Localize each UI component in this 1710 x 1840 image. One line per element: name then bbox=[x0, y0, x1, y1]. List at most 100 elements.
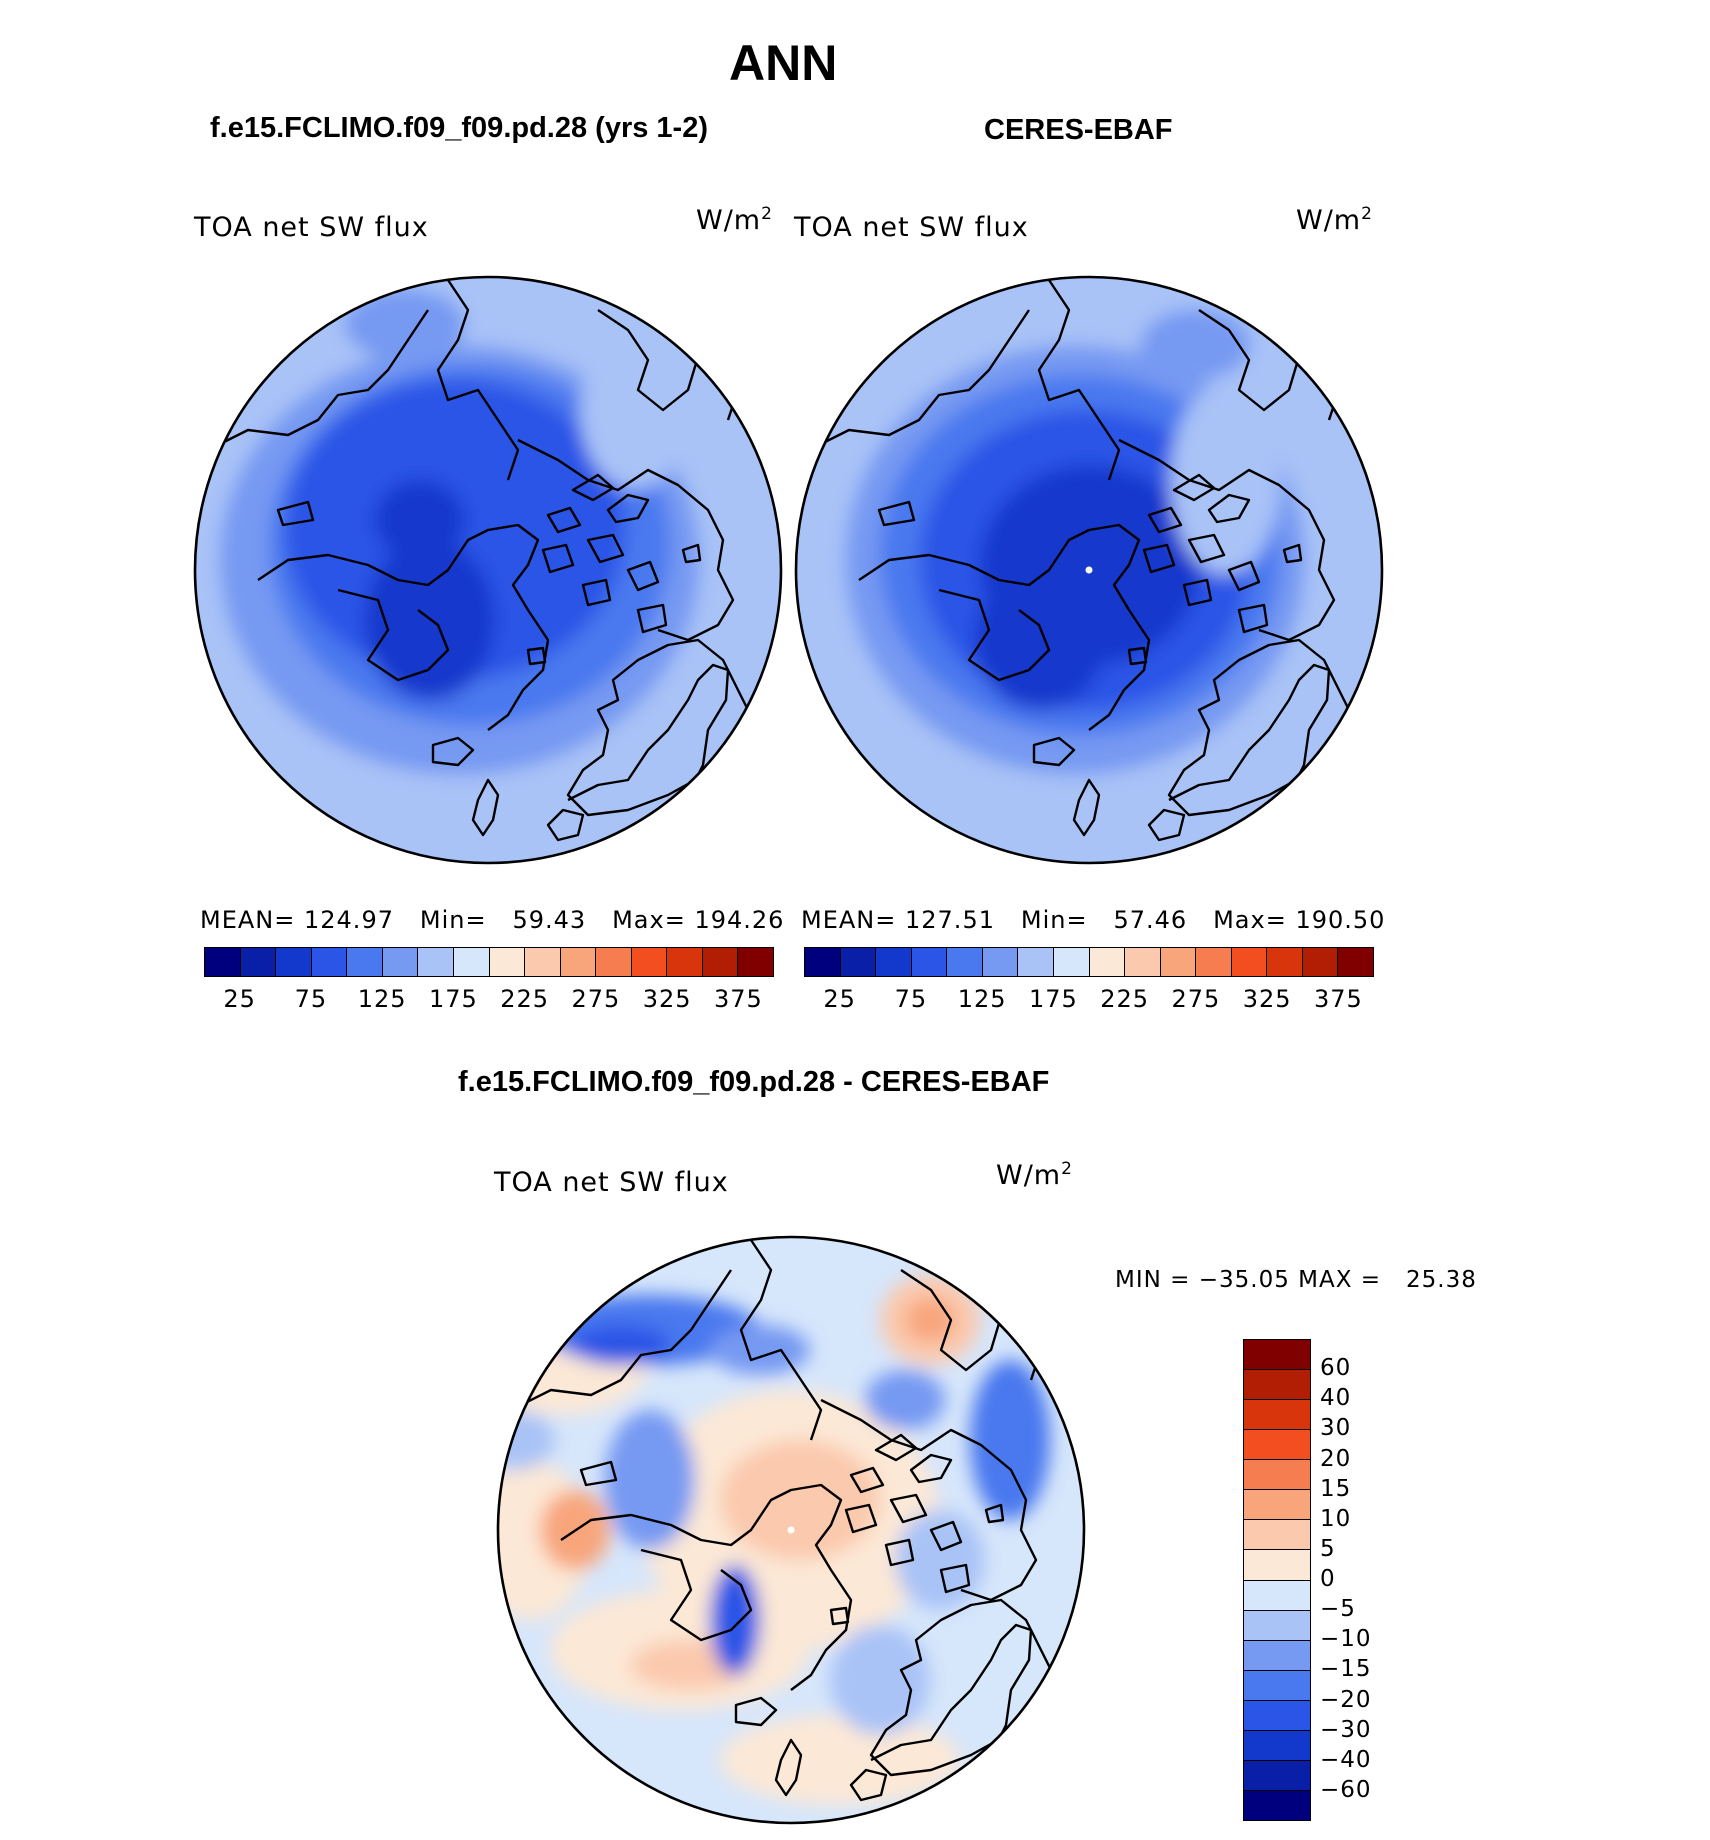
difference-map bbox=[498, 1237, 1084, 1823]
colorbar-swatch bbox=[311, 948, 348, 976]
colorbar-tick-label: 20 bbox=[1320, 1445, 1352, 1472]
colorbar-swatch bbox=[1244, 1430, 1310, 1461]
panel-2-heading: CERES-EBAF bbox=[984, 114, 1173, 146]
colorbar-tick-label: 275 bbox=[1171, 985, 1221, 1013]
difference-heading: f.e15.FCLIMO.f09_f09.pd.28 - CERES-EBAF bbox=[458, 1066, 1050, 1098]
colorbar-swatch bbox=[240, 948, 277, 976]
colorbar-tick-label: −20 bbox=[1320, 1686, 1372, 1713]
colorbar-swatch bbox=[667, 948, 703, 976]
colorbar-swatch bbox=[1244, 1490, 1310, 1521]
colorbar-tick-label: 30 bbox=[1320, 1415, 1352, 1442]
colorbar-swatch bbox=[560, 948, 597, 976]
panel-1-units-label: W/m2 bbox=[696, 204, 773, 236]
colorbar-tick-label: 375 bbox=[1313, 985, 1363, 1013]
colorbar-swatch bbox=[1244, 1370, 1310, 1401]
panel-2-stats: MEAN= 127.51 Min= 57.46 Max= 190.50 bbox=[801, 906, 1386, 934]
colorbar-swatch bbox=[453, 948, 490, 976]
colorbar-tick-label: 25 bbox=[223, 985, 256, 1013]
colorbar-tick-label: 15 bbox=[1320, 1475, 1352, 1502]
panel-2-map-border bbox=[794, 275, 1384, 865]
colorbar-tick-label: 275 bbox=[571, 985, 621, 1013]
colorbar-tick-label: 375 bbox=[713, 985, 763, 1013]
colorbar-tick-label: 0 bbox=[1320, 1566, 1336, 1592]
colorbar-swatch bbox=[840, 948, 877, 976]
colorbar-swatch bbox=[1244, 1790, 1310, 1820]
colorbar-swatch bbox=[1018, 948, 1054, 976]
colorbar-swatch bbox=[1244, 1520, 1310, 1551]
colorbar-swatch bbox=[1267, 948, 1303, 976]
colorbar-tick-label: 125 bbox=[957, 985, 1007, 1013]
colorbar-swatch bbox=[876, 948, 912, 976]
colorbar-swatch bbox=[982, 948, 1019, 976]
colorbar-swatch bbox=[1244, 1730, 1310, 1761]
colorbar-swatch bbox=[911, 948, 948, 976]
panel-2-colorbar bbox=[804, 947, 1374, 977]
colorbar-swatch bbox=[1244, 1610, 1310, 1641]
colorbar-swatch bbox=[382, 948, 419, 976]
difference-pole-marker bbox=[787, 1526, 795, 1534]
colorbar-swatch bbox=[1231, 948, 1268, 976]
colorbar-swatch bbox=[1196, 948, 1232, 976]
colorbar-swatch bbox=[1244, 1640, 1310, 1671]
colorbar-swatch bbox=[1302, 948, 1339, 976]
colorbar-swatch bbox=[1125, 948, 1161, 976]
colorbar-swatch bbox=[489, 948, 526, 976]
colorbar-swatch bbox=[205, 948, 241, 976]
colorbar-tick-label: −5 bbox=[1320, 1596, 1356, 1623]
colorbar-tick-label: −15 bbox=[1320, 1656, 1372, 1683]
colorbar-swatch bbox=[1089, 948, 1126, 976]
difference-range-text: MIN = −35.05 MAX = 25.38 bbox=[1115, 1267, 1477, 1293]
colorbar-swatch bbox=[1244, 1400, 1310, 1431]
colorbar-tick-label: 125 bbox=[357, 985, 407, 1013]
panel-1-map bbox=[195, 277, 781, 863]
colorbar-tick-label: 60 bbox=[1320, 1355, 1352, 1382]
colorbar-swatch bbox=[596, 948, 632, 976]
colorbar-tick-label: 225 bbox=[1100, 985, 1150, 1013]
colorbar-swatch bbox=[738, 948, 773, 976]
colorbar-tick-label: 10 bbox=[1320, 1505, 1352, 1532]
colorbar-tick-label: 25 bbox=[823, 985, 856, 1013]
colorbar-tick-label: 40 bbox=[1320, 1385, 1352, 1412]
colorbar-swatch bbox=[805, 948, 841, 976]
colorbar-swatch bbox=[1244, 1550, 1310, 1581]
panel-1-map-border bbox=[193, 275, 783, 865]
colorbar-swatch bbox=[1160, 948, 1197, 976]
colorbar-swatch bbox=[1244, 1580, 1310, 1611]
panel-1-colorbar bbox=[204, 947, 774, 977]
colorbar-swatch bbox=[1244, 1670, 1310, 1701]
colorbar-swatch bbox=[347, 948, 383, 976]
colorbar-tick-label: 75 bbox=[294, 985, 328, 1013]
colorbar-tick-label: 325 bbox=[1242, 985, 1292, 1013]
colorbar-tick-label: 5 bbox=[1320, 1535, 1336, 1562]
colorbar-swatch bbox=[1338, 948, 1373, 976]
colorbar-swatch bbox=[702, 948, 739, 976]
colorbar-swatch bbox=[418, 948, 454, 976]
colorbar-swatch bbox=[1244, 1700, 1310, 1731]
colorbar-tick-label: −30 bbox=[1320, 1716, 1372, 1743]
panel-1-variable-label: TOA net SW flux bbox=[194, 212, 429, 243]
difference-variable-label: TOA net SW flux bbox=[494, 1167, 729, 1198]
colorbar-tick-label: 175 bbox=[1028, 985, 1078, 1013]
colorbar-swatch bbox=[1244, 1460, 1310, 1491]
colorbar-swatch bbox=[525, 948, 561, 976]
colorbar-swatch bbox=[276, 948, 312, 976]
panel-1-heading: f.e15.FCLIMO.f09_f09.pd.28 (yrs 1-2) bbox=[210, 112, 708, 144]
difference-map-border bbox=[496, 1235, 1086, 1825]
figure-title: ANN bbox=[729, 35, 838, 91]
colorbar-swatch bbox=[1244, 1760, 1310, 1791]
colorbar-tick-label: 75 bbox=[894, 985, 928, 1013]
colorbar-tick-label: −60 bbox=[1320, 1776, 1372, 1803]
colorbar-swatch bbox=[947, 948, 983, 976]
colorbar-swatch bbox=[631, 948, 668, 976]
difference-units-label: W/m2 bbox=[996, 1159, 1073, 1191]
colorbar-swatch bbox=[1053, 948, 1090, 976]
colorbar-tick-label: 325 bbox=[642, 985, 692, 1013]
colorbar-tick-label: −10 bbox=[1320, 1626, 1372, 1653]
pole-marker bbox=[1085, 566, 1093, 574]
colorbar-tick-label: 225 bbox=[500, 985, 550, 1013]
colorbar-tick-label: 175 bbox=[428, 985, 478, 1013]
difference-colorbar bbox=[1243, 1339, 1311, 1821]
panel-2-units-label: W/m2 bbox=[1296, 204, 1373, 236]
panel-1-stats: MEAN= 124.97 Min= 59.43 Max= 194.26 bbox=[200, 906, 785, 934]
